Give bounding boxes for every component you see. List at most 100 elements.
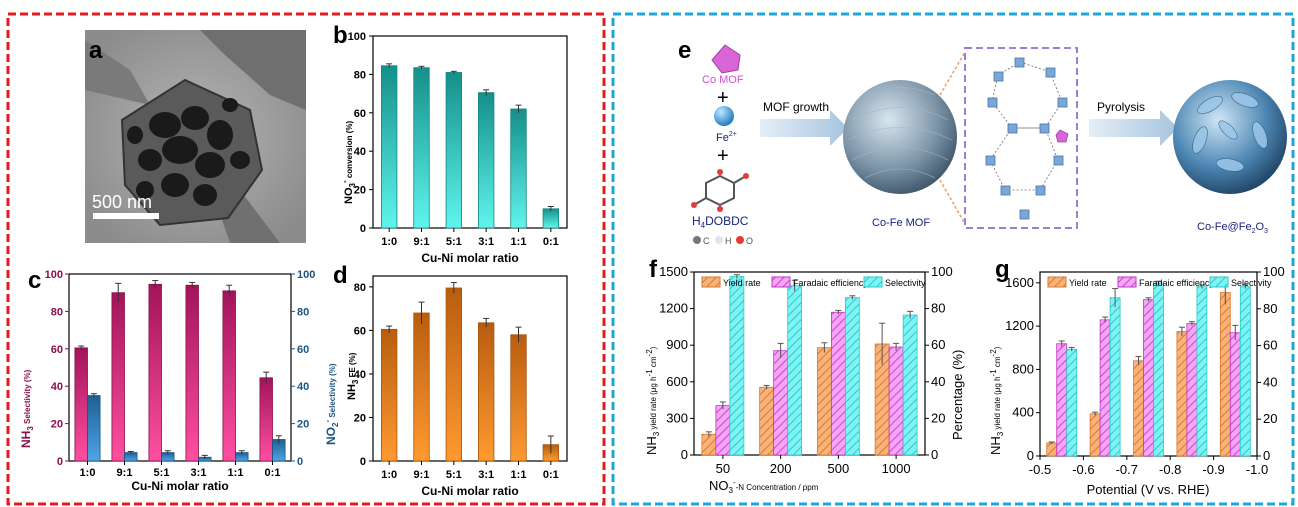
y-tick-label-left: 900 — [666, 337, 688, 352]
plus-sign-2: + — [717, 145, 729, 167]
bar — [773, 350, 789, 456]
co-mof-icon — [711, 44, 741, 74]
bar — [259, 377, 273, 462]
x-tick-label: -0.6 — [1072, 462, 1094, 477]
bar — [445, 72, 462, 229]
y-axis-label: NO3- conversion (%) — [340, 120, 357, 204]
fe-ion-icon — [714, 106, 734, 126]
y-tick-label-right: 0 — [297, 456, 303, 468]
bar — [902, 314, 918, 456]
y-tick-label-left: 800 — [1012, 361, 1034, 376]
y-tick-label-right: 100 — [931, 264, 953, 279]
x-tick-label: 1:0 — [381, 236, 397, 248]
y-tick-label: 40 — [354, 369, 366, 381]
legend-label: Faradaic efficiency — [1139, 278, 1214, 288]
mof-growth-label: MOF growth — [763, 100, 829, 114]
bar — [787, 285, 803, 456]
bar — [1133, 360, 1144, 457]
panel-c-label: c — [28, 267, 41, 294]
y-tick-label: 80 — [354, 282, 366, 294]
svg-text:O: O — [746, 236, 753, 246]
y-tick-label: 20 — [354, 412, 366, 424]
bar — [381, 328, 398, 462]
x-tick-label: 1:0 — [80, 467, 96, 479]
bar — [701, 433, 717, 456]
x-tick-label: 500 — [828, 461, 850, 476]
bar — [148, 283, 162, 462]
panel-a-tem-image — [85, 30, 306, 243]
y-tick-label-left: 1200 — [1005, 318, 1034, 333]
bar — [830, 311, 846, 456]
y-tick-label-right: 60 — [1263, 338, 1277, 353]
y-tick-label-left: 0 — [1027, 448, 1034, 463]
y-tick-label-right: 20 — [297, 419, 309, 431]
y-tick-label-left: 0 — [681, 447, 688, 462]
y-tick-label: 0 — [360, 456, 366, 468]
bar — [715, 405, 731, 456]
bar — [1176, 331, 1188, 457]
x-tick-label: 1000 — [882, 461, 911, 476]
y-tick-label: 60 — [354, 325, 366, 337]
bar — [844, 297, 860, 456]
bar — [1066, 348, 1078, 457]
fe-label: Fe2+ — [716, 131, 737, 144]
co-mof-label: Co MOF — [702, 74, 744, 86]
ligand-molecule-icon — [691, 169, 749, 212]
bar — [1089, 413, 1101, 457]
y-tick-label-left: 300 — [666, 410, 688, 425]
chart-b: 1:0 9:1 5:1 3:1 1:1 0:1 0 20 40 60 80 100 Cu-Ni mola… — [333, 22, 568, 265]
panel-b-label: b — [333, 22, 348, 49]
x-tick-label: 9:1 — [117, 467, 133, 479]
bar — [124, 452, 138, 462]
y-tick-label-left: 0 — [57, 456, 63, 468]
y-axis-label-right: Percentage (%) — [950, 350, 965, 440]
x-axis-label: NO3--N Concentration / ppm — [709, 478, 819, 495]
panel-e-scheme: e Co MOF + Fe2+ + H4DOBDC C H O MOF grow… — [678, 37, 1287, 246]
bar — [478, 92, 495, 229]
y-tick-label-right: 60 — [297, 344, 309, 356]
x-tick-label: 3:1 — [478, 469, 494, 481]
bar — [1186, 323, 1198, 457]
bar — [1109, 297, 1121, 457]
mof-growth-arrow — [760, 110, 848, 146]
bar — [1099, 319, 1111, 457]
co-fe-mof-label: Co-Fe MOF — [872, 217, 930, 229]
bar — [478, 322, 495, 462]
panel-g-label: g — [995, 256, 1010, 283]
y-tick-label-left: 600 — [666, 374, 688, 389]
x-tick-label: 9:1 — [414, 236, 430, 248]
y-tick-label-left: 1600 — [1005, 275, 1034, 290]
x-axis-label: Potential (V vs. RHE) — [1087, 482, 1210, 497]
bar — [1143, 299, 1154, 457]
y-tick-label: 40 — [354, 146, 366, 158]
legend-swatch — [1117, 276, 1137, 288]
legend-swatch — [701, 276, 721, 288]
scalebar-label: 500 nm — [92, 192, 152, 212]
plot-frame — [372, 35, 568, 229]
bar — [413, 312, 430, 462]
x-tick-label: 0:1 — [265, 467, 281, 479]
y-tick-label-right: 40 — [1263, 374, 1277, 389]
y-axis-label-left: NH3 Selectivity (%) — [19, 369, 35, 448]
panel-a-label: a — [89, 37, 103, 64]
bar — [1046, 442, 1058, 457]
y-tick-label: 100 — [348, 31, 366, 43]
bar — [87, 395, 101, 462]
y-axis-label-left: NH3 yield rate (μg h-1 cm-2) — [988, 346, 1005, 455]
x-tick-label: 1:1 — [511, 469, 527, 481]
y-tick-label-left: 80 — [51, 306, 63, 318]
x-tick-label: 5:1 — [446, 236, 462, 248]
y-axis-label-left: NH3 yield rate (μg h-1 cm-2) — [644, 346, 661, 455]
y-tick-label-right: 80 — [297, 306, 309, 318]
bar — [542, 208, 559, 229]
y-tick-label-right: 0 — [931, 447, 938, 462]
pyrolysis-arrow — [1089, 110, 1178, 146]
bar — [759, 386, 775, 456]
x-tick-label: -0.8 — [1159, 462, 1181, 477]
x-tick-label: -0.9 — [1202, 462, 1224, 477]
bar — [816, 347, 832, 456]
y-tick-label-left: 20 — [51, 419, 63, 431]
bar — [111, 292, 125, 462]
x-tick-label: -1.0 — [1246, 462, 1268, 477]
bar — [1239, 286, 1251, 457]
